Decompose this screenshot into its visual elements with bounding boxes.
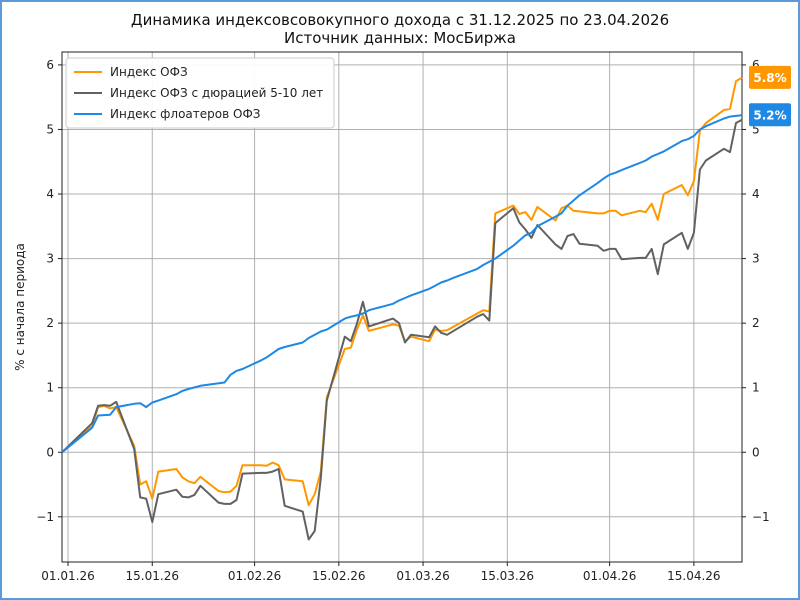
end-value-badge — [749, 65, 791, 89]
y-tick-label-left: 2 — [46, 316, 54, 330]
legend-label: Индекс флоатеров ОФЗ — [110, 107, 260, 121]
y-tick-label-left: 5 — [46, 122, 54, 136]
x-tick-label: 15.02.26 — [312, 569, 365, 583]
y-tick-label-right: 3 — [752, 252, 760, 266]
legend-label: Индекс ОФЗ — [110, 65, 188, 79]
x-tick-label: 01.04.26 — [583, 569, 636, 583]
y-tick-label-right: 4 — [752, 187, 760, 201]
y-tick-label-left: 6 — [46, 58, 54, 72]
x-tick-label: 15.04.26 — [667, 569, 720, 583]
y-tick-label-right: 5 — [752, 122, 760, 136]
series-line — [61, 114, 743, 454]
y-tick-label-left: 1 — [46, 381, 54, 395]
y-tick-label-left: 4 — [46, 187, 54, 201]
x-tick-label: 01.02.26 — [228, 569, 281, 583]
x-tick-label: 01.03.26 — [396, 569, 449, 583]
legend-label: Индекс ОФЗ с дюрацией 5-10 лет — [110, 86, 323, 100]
y-axis-label: % с начала периода — [13, 243, 27, 371]
y-tick-label-right: −1 — [752, 510, 770, 524]
x-tick-label: 15.01.26 — [126, 569, 179, 583]
x-tick-label: 01.01.26 — [41, 569, 94, 583]
x-tick-label: 15.03.26 — [481, 569, 534, 583]
end-value-label: 5.8% — [753, 71, 786, 85]
y-tick-label-right: 6 — [752, 58, 760, 72]
plot-area — [61, 51, 743, 563]
y-tick-label-left: 0 — [46, 445, 54, 459]
y-tick-label-right: 2 — [752, 316, 760, 330]
series-line — [61, 118, 743, 541]
chart-subtitle: Источник данных: МосБиржа — [284, 29, 516, 47]
legend-box — [65, 57, 335, 129]
end-value-badge — [749, 103, 791, 127]
y-tick-label-left: 3 — [46, 252, 54, 266]
y-tick-label-right: 1 — [752, 381, 760, 395]
series-line — [61, 76, 743, 507]
chart-title: Динамика индексовсовокупного дохода с 31… — [130, 11, 670, 29]
y-tick-label-right: 0 — [752, 445, 760, 459]
y-tick-label-left: −1 — [36, 510, 54, 524]
end-value-label: 5.2% — [753, 108, 786, 122]
